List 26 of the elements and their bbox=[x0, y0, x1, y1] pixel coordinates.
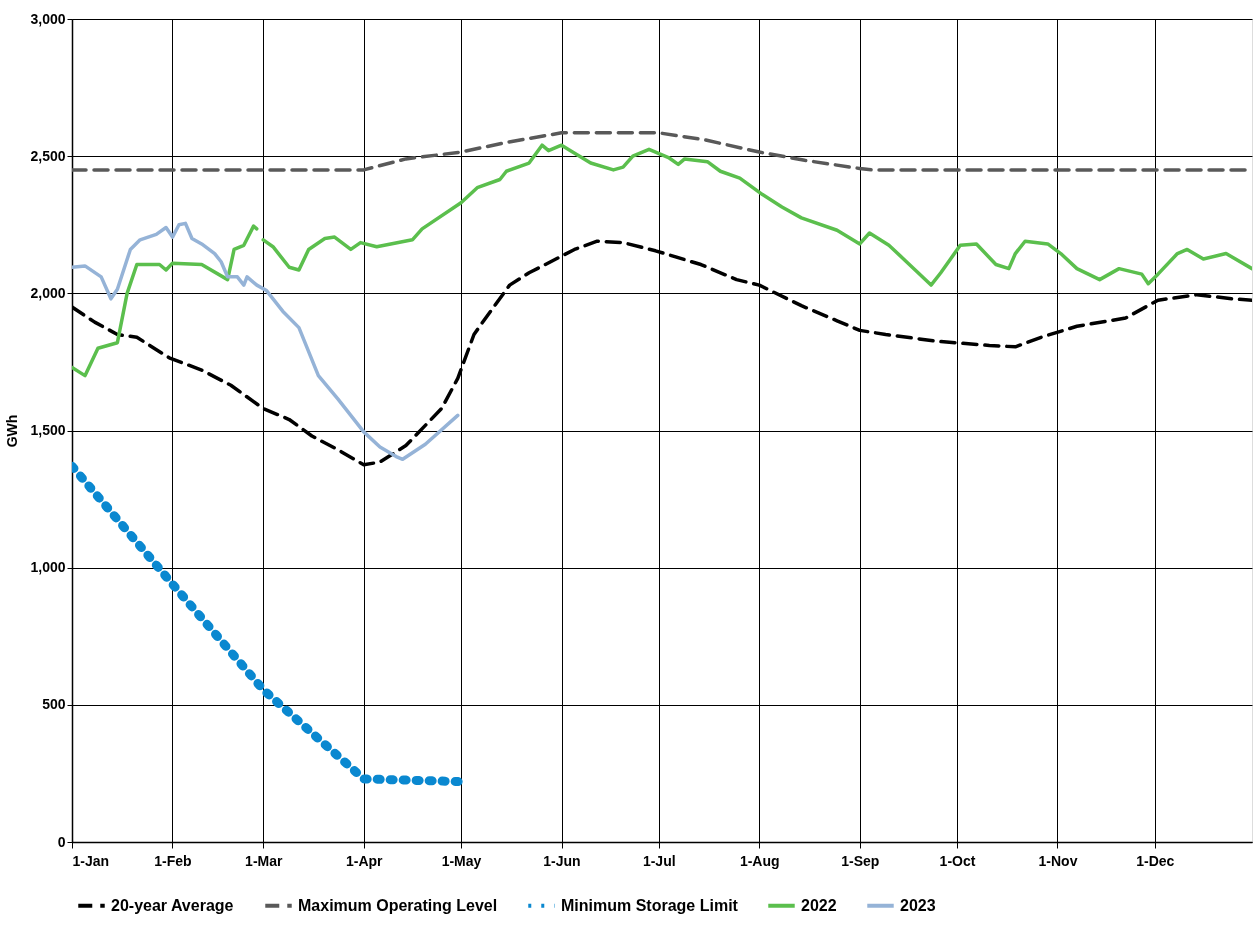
x-tick-label: 1-Jun bbox=[543, 852, 581, 869]
line-series bbox=[72, 221, 460, 462]
x-tick-label: 1-Mar bbox=[245, 852, 283, 869]
y-tick-label: 3,000 bbox=[30, 10, 66, 27]
legend-label: Maximum Operating Level bbox=[298, 896, 498, 914]
x-tick-label: 1-Sep bbox=[841, 852, 880, 869]
y-axis-title: GWh bbox=[4, 414, 21, 448]
legend-label: Minimum Storage Limit bbox=[561, 896, 739, 914]
legend-label: 20-year Average bbox=[111, 896, 234, 914]
x-tick-label: 1-Jul bbox=[642, 852, 676, 869]
y-tick-label: 2,000 bbox=[30, 284, 66, 301]
x-tick-label: 1-Jan bbox=[72, 852, 110, 869]
y-tick-label: 0 bbox=[57, 833, 66, 850]
x-tick-label: 1-Dec bbox=[1136, 852, 1175, 869]
y-tick-label: 2,500 bbox=[30, 147, 66, 164]
x-tick-label: 1-May bbox=[441, 852, 482, 869]
x-tick-label: 1-Oct bbox=[939, 852, 976, 869]
y-tick-label: 1,500 bbox=[30, 422, 66, 438]
x-tick-label: 1-Apr bbox=[345, 852, 384, 869]
y-tick-label: 500 bbox=[42, 696, 66, 713]
y-tick-label: 1,000 bbox=[30, 559, 66, 576]
x-tick-label: 1-Nov bbox=[1038, 852, 1078, 869]
legend-label: 2023 bbox=[900, 896, 936, 914]
x-tick-label: 1-Feb bbox=[154, 852, 192, 869]
legend-label: 2022 bbox=[801, 896, 837, 914]
x-tick-label: 1-Aug bbox=[739, 852, 780, 869]
